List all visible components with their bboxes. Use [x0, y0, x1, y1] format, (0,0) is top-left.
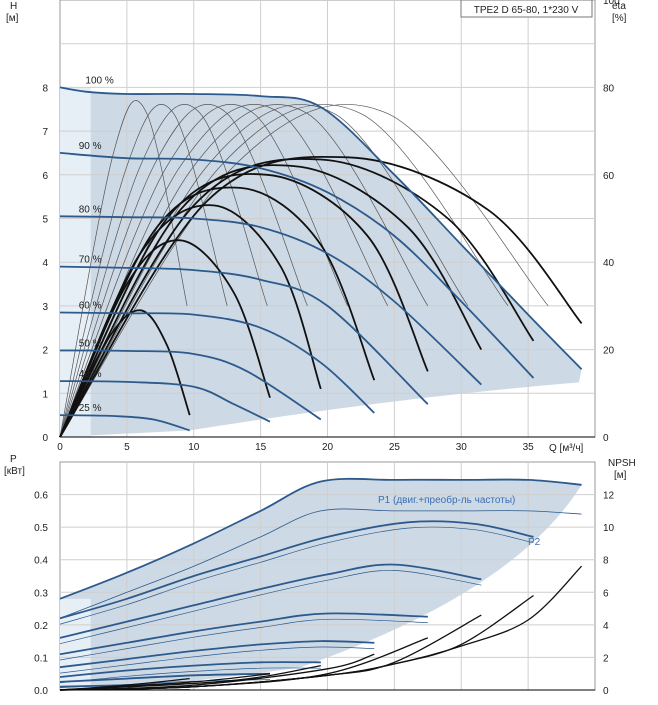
npsh-curve — [59, 677, 190, 691]
y-tick-label: 0 — [42, 433, 48, 444]
y2-tick-label: 0 — [603, 433, 609, 444]
x-tick-label: 0 — [57, 442, 63, 453]
efficiency-curve — [59, 204, 322, 438]
head-curve-label: 100 % — [85, 75, 113, 86]
efficiency-thin-curve — [59, 104, 268, 438]
p2-label: P2 — [528, 537, 541, 548]
power-curve — [59, 563, 482, 639]
power-p2-curve — [59, 667, 321, 684]
head-curve — [59, 414, 190, 432]
p1-label: P1 (двиг.+преобр-ль частоты) — [378, 494, 515, 506]
x-tick-label: 25 — [389, 442, 401, 453]
p-y-tick-label: 0.5 — [34, 523, 48, 534]
npsh-tick-label: 4 — [603, 621, 609, 632]
p-axis-label: P — [10, 454, 17, 465]
efficiency-curve — [59, 173, 429, 438]
efficiency-thin-curve — [59, 104, 469, 438]
y-axis-label: H — [10, 1, 17, 12]
head-curve — [59, 349, 322, 421]
power-chart: P1 (двиг.+преобр-ль частоты)P20.00.10.20… — [4, 454, 636, 697]
power-operating-area — [60, 478, 582, 690]
power-curve — [59, 520, 534, 620]
npsh-tick-label: 8 — [603, 556, 609, 567]
efficiency-curve — [59, 155, 583, 438]
npsh-curve — [59, 653, 375, 691]
power-curve — [59, 612, 428, 656]
p-y-tick-label: 0.0 — [34, 686, 48, 697]
npsh-tick-label: 0 — [603, 686, 609, 697]
head-curve — [59, 380, 271, 423]
p-y-tick-label: 0.2 — [34, 621, 48, 632]
efficiency-curve — [59, 158, 535, 438]
title-box — [460, 0, 593, 18]
power-curve — [59, 640, 375, 669]
head-curve-label: 25 % — [79, 403, 102, 414]
npsh-tick-label: 12 — [603, 491, 615, 502]
head-curve — [59, 86, 583, 370]
head-curve-label: 90 % — [79, 141, 102, 152]
y2-tick-label: 60 — [603, 171, 615, 182]
npsh-axis-unit: [м] — [614, 470, 627, 481]
npsh-curve — [59, 637, 429, 691]
p-y-tick-label: 0.3 — [34, 588, 48, 599]
npsh-axis-label: NPSH — [608, 458, 636, 469]
power-p2-curve — [59, 646, 375, 674]
power-p2-curve — [59, 570, 482, 645]
power-p2-curve — [59, 526, 534, 625]
y2-axis-label: eta — [612, 1, 626, 12]
head-curve — [59, 265, 429, 405]
p2-curve — [59, 508, 582, 619]
y-tick-label: 4 — [42, 258, 48, 269]
y-tick-label: 7 — [42, 127, 48, 138]
x-axis-label: Q [м³/ч] — [549, 443, 584, 454]
efficiency-thin-curve — [59, 104, 549, 438]
p-y-tick-label: 0.4 — [34, 556, 48, 567]
head-curve — [59, 215, 482, 386]
npsh-tick-label: 6 — [603, 588, 609, 599]
y-tick-label: 6 — [42, 171, 48, 182]
y-tick-label: 8 — [42, 83, 48, 94]
x-tick-label: 20 — [322, 442, 334, 453]
efficiency-thin-curve — [59, 104, 308, 438]
power-curve — [59, 661, 321, 678]
chart-title: TPE2 D 65-80, 1*230 V — [474, 5, 579, 16]
y-tick-label: 5 — [42, 215, 48, 226]
y-tick-label: 2 — [42, 346, 48, 357]
x-tick-label: 30 — [456, 442, 468, 453]
head-curve-label: 50 % — [79, 338, 102, 349]
x-tick-label: 35 — [523, 442, 535, 453]
y-tick-label: 3 — [42, 302, 48, 313]
npsh-tick-label: 10 — [603, 523, 615, 534]
power-curve — [59, 672, 271, 683]
y2-tick-label: 20 — [603, 346, 615, 357]
x-tick-label: 10 — [188, 442, 200, 453]
x-tick-label: 15 — [255, 442, 267, 453]
head-curve — [59, 311, 375, 414]
efficiency-thin-curve — [59, 104, 228, 438]
p-y-tick-label: 0.1 — [34, 653, 48, 664]
y-tick-label: 1 — [42, 389, 48, 400]
p-axis-unit: [кВт] — [4, 466, 25, 477]
y-axis-unit: [м] — [6, 13, 19, 24]
y2-tick-label: 40 — [603, 258, 615, 269]
head-curve-label: 60 % — [79, 300, 102, 311]
y2-tick-label: 100 — [603, 0, 620, 7]
head-curve — [59, 152, 535, 379]
head-curve-label: 80 % — [79, 204, 102, 215]
p1-curve — [59, 477, 582, 600]
power-p2-curve — [59, 618, 428, 661]
head-chart: 100 %90 %80 %70 %60 %50 %40 %25 %0 5 10 15 2… — [6, 0, 627, 454]
npsh-tick-label: 2 — [603, 653, 609, 664]
x-tick-label: 5 — [124, 442, 130, 453]
efficiency-curve — [59, 186, 376, 438]
y2-axis-unit: [%] — [612, 13, 627, 24]
head-curve-label: 40 % — [79, 369, 102, 380]
head-curve-label: 70 % — [79, 255, 102, 266]
efficiency-thin-curve — [59, 104, 348, 438]
y2-tick-label: 80 — [603, 83, 615, 94]
efficiency-thin-curve — [59, 104, 509, 438]
p-y-tick-label: 0.6 — [34, 491, 48, 502]
